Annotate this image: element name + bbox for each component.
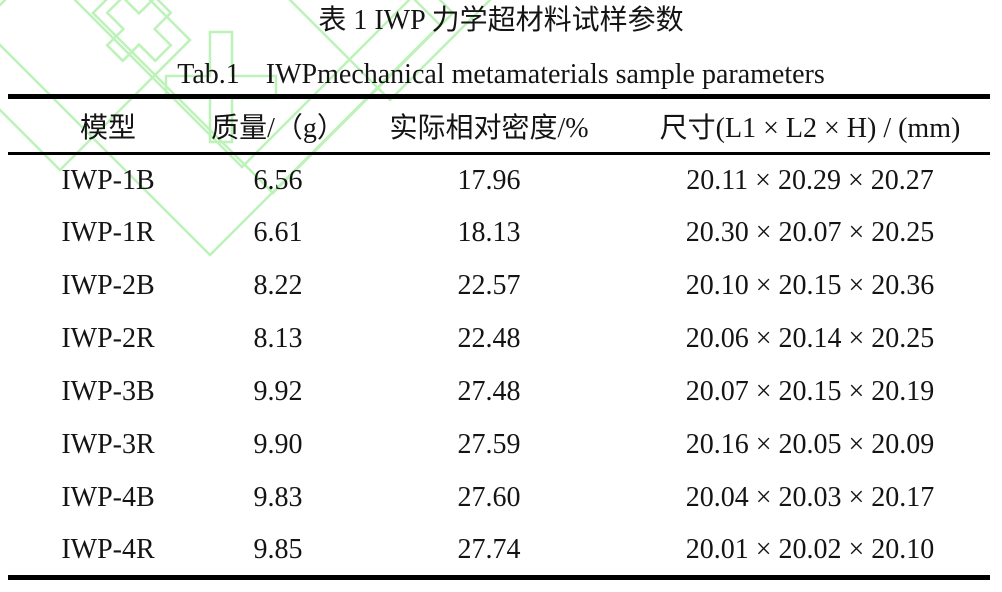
cell-model: IWP-2B bbox=[61, 270, 155, 301]
cell-mass: 9.83 bbox=[253, 482, 303, 513]
cell-mass: 6.61 bbox=[253, 217, 303, 248]
table-row: IWP-3B 9.92 27.48 20.07 × 20.15 × 20.19 bbox=[8, 366, 990, 419]
cell-model: IWP-3B bbox=[61, 376, 155, 407]
table-header: 模型 质量/（g） 实际相对密度/% 尺寸(L1 × L2 × H) / (mm… bbox=[8, 97, 990, 154]
header-dimensions: 尺寸(L1 × L2 × H) / (mm) bbox=[659, 112, 961, 144]
cell-density: 27.48 bbox=[457, 376, 521, 407]
cell-density: 27.59 bbox=[457, 429, 521, 460]
cell-model: IWP-1B bbox=[61, 164, 155, 196]
cell-density: 17.96 bbox=[457, 164, 521, 196]
header-relative-density: 实际相对密度/% bbox=[389, 112, 589, 144]
cell-dimensions: 20.01 × 20.02 × 20.10 bbox=[685, 533, 935, 565]
sample-parameters-table: 模型 质量/（g） 实际相对密度/% 尺寸(L1 × L2 × H) / (mm… bbox=[8, 94, 990, 580]
table-row: IWP-4R 9.85 27.74 20.01 × 20.02 × 20.10 bbox=[8, 525, 990, 578]
header-model: 模型 bbox=[79, 112, 136, 144]
cell-dimensions: 20.04 × 20.03 × 20.17 bbox=[685, 482, 935, 513]
cell-model: IWP-4B bbox=[61, 482, 155, 513]
cell-model: IWP-4R bbox=[61, 533, 155, 565]
table-caption-en: Tab.1 IWPmechanical metamaterials sample … bbox=[0, 59, 1002, 91]
table-row: IWP-4B 9.83 27.60 20.04 × 20.03 × 20.17 bbox=[8, 472, 990, 525]
header-mass: 质量/（g） bbox=[211, 112, 345, 144]
cell-mass: 8.22 bbox=[253, 270, 303, 301]
cell-mass: 8.13 bbox=[253, 323, 303, 354]
table-row: IWP-1R 6.61 18.13 20.30 × 20.07 × 20.25 bbox=[8, 207, 990, 260]
cell-dimensions: 20.30 × 20.07 × 20.25 bbox=[685, 217, 935, 248]
cell-dimensions: 20.11 × 20.29 × 20.27 bbox=[686, 164, 934, 196]
table-row: IWP-2B 8.22 22.57 20.10 × 20.15 × 20.36 bbox=[8, 260, 990, 313]
cell-dimensions: 20.10 × 20.15 × 20.36 bbox=[685, 270, 935, 301]
table-row: IWP-1B 6.56 17.96 20.11 × 20.29 × 20.27 bbox=[8, 154, 990, 207]
cell-mass: 9.92 bbox=[253, 376, 303, 407]
table-number-label: Tab.1 bbox=[177, 59, 240, 90]
cell-model: IWP-3R bbox=[61, 429, 155, 460]
cell-density: 27.60 bbox=[457, 482, 521, 513]
table-row: IWP-3R 9.90 27.59 20.16 × 20.05 × 20.09 bbox=[8, 419, 990, 472]
header-row: 模型 质量/（g） 实际相对密度/% 尺寸(L1 × L2 × H) / (mm… bbox=[8, 97, 990, 154]
cell-density: 22.57 bbox=[457, 270, 521, 301]
cell-mass: 9.90 bbox=[253, 429, 303, 460]
table-caption-zh: 表 1 IWP 力学超材料试样参数 bbox=[318, 5, 684, 36]
cell-model: IWP-1R bbox=[61, 217, 155, 248]
cell-dimensions: 20.16 × 20.05 × 20.09 bbox=[685, 429, 935, 460]
cell-model: IWP-2R bbox=[61, 323, 155, 354]
cell-dimensions: 20.07 × 20.15 × 20.19 bbox=[685, 376, 935, 407]
cell-density: 22.48 bbox=[457, 323, 521, 354]
cell-mass: 9.85 bbox=[253, 533, 303, 565]
table-caption-en-text: IWPmechanical metamaterials sample param… bbox=[265, 59, 825, 90]
cell-dimensions: 20.06 × 20.14 × 20.25 bbox=[685, 323, 935, 354]
cell-density: 27.74 bbox=[457, 533, 521, 565]
cell-mass: 6.56 bbox=[253, 164, 303, 196]
cell-density: 18.13 bbox=[457, 217, 521, 248]
table-row: IWP-2R 8.13 22.48 20.06 × 20.14 × 20.25 bbox=[8, 313, 990, 366]
table-body: IWP-1B 6.56 17.96 20.11 × 20.29 × 20.27 … bbox=[8, 154, 990, 578]
